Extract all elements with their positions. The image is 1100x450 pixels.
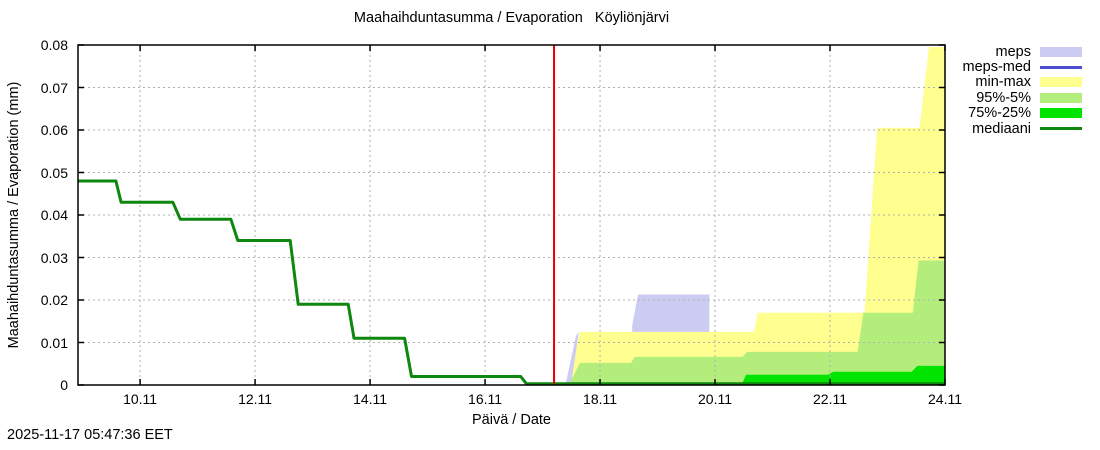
y-axis-label: Maahaihduntasumma / Evaporation (mm) <box>5 81 22 349</box>
legend-item-mediaani: mediaani <box>963 120 1082 137</box>
x-tick-label: 10.11 <box>123 391 158 407</box>
x-tick-label: 16.11 <box>468 391 503 407</box>
y-tick-label: 0.03 <box>40 249 68 266</box>
y-tick-label: 0.02 <box>40 292 68 308</box>
legend-label: 75%-25% <box>968 105 1031 122</box>
x-tick-label: 14.11 <box>353 391 388 407</box>
band-meps-start-sliver <box>565 331 579 385</box>
legend-label: meps-med <box>962 59 1032 76</box>
y-tick-label: 0.08 <box>40 37 68 53</box>
line-mediaani <box>78 179 945 386</box>
x-tick-label: 20.11 <box>698 391 733 407</box>
y-tick-label: 0 <box>60 377 68 393</box>
legend-item-95-5-: 95%-5% <box>963 89 1082 106</box>
legend-item-min-max: min-max <box>963 74 1082 91</box>
y-tick-label: 0.05 <box>40 164 68 181</box>
generated-timestamp: 2025-11-17 05:47:36 EET <box>7 427 173 443</box>
x-tick-label: 24.11 <box>928 391 962 407</box>
legend-label: mediaani <box>972 120 1031 137</box>
legend-swatch-band <box>1040 46 1082 57</box>
x-tick-label: 12.11 <box>238 391 273 407</box>
y-tick-label: 0.01 <box>40 334 68 351</box>
y-tick-label: 0.04 <box>40 207 68 223</box>
legend-item-75-25-: 75%-25% <box>963 105 1082 122</box>
band-95%-5% <box>569 260 945 385</box>
legend-item-meps: meps <box>963 43 1082 60</box>
legend-label: 95%-5% <box>976 89 1031 106</box>
legend-swatch-band <box>1040 77 1082 88</box>
legend-item-meps-med: meps-med <box>962 59 1082 76</box>
legend-label: min-max <box>975 74 1031 91</box>
legend-swatch-band <box>1040 92 1082 103</box>
band-75%-25% <box>741 365 945 385</box>
y-tick-label: 0.07 <box>40 79 68 96</box>
legend-swatch-line <box>1040 65 1082 69</box>
y-tick-label: 0.06 <box>40 122 68 138</box>
x-tick-label: 18.11 <box>583 391 618 407</box>
band-meps <box>632 294 710 332</box>
chart-title: Maahaihduntasumma / Evaporation Köyliönj… <box>353 10 670 26</box>
x-tick-label: 22.11 <box>813 391 847 407</box>
x-axis-label: Päivä / Date <box>472 412 551 428</box>
legend-swatch-band <box>1040 108 1082 119</box>
legend-label: meps <box>995 43 1031 60</box>
legend: meps meps-med min-max 95%-5% 75%-25% mediaani <box>962 43 1082 137</box>
legend-swatch-line <box>1040 127 1082 131</box>
